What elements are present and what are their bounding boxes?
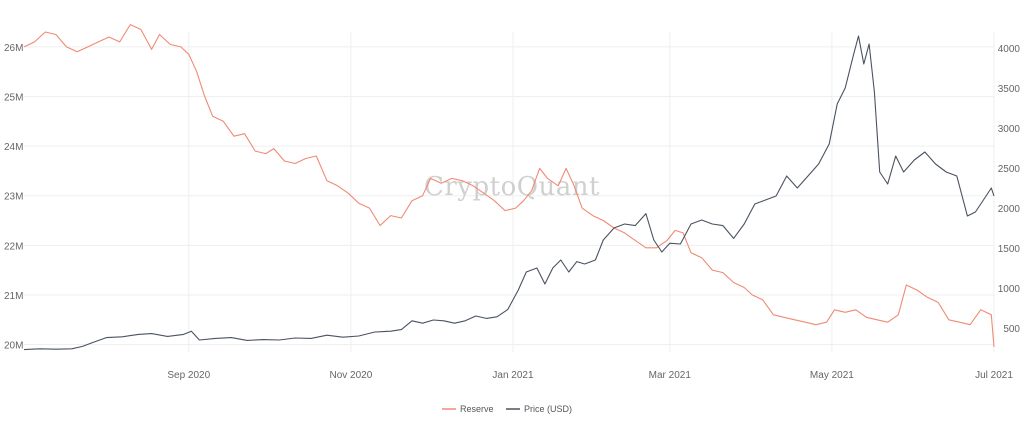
left-tick-label: 22M <box>4 241 23 252</box>
x-tick-label: Mar 2021 <box>649 370 692 381</box>
x-tick-label: Sep 2020 <box>167 370 210 381</box>
price-series-line <box>23 35 995 351</box>
right-tick-label: 1000 <box>998 284 1021 295</box>
grid-lines <box>24 32 995 352</box>
right-tick-label: 1500 <box>998 244 1021 255</box>
right-tick-label: 3000 <box>998 124 1021 135</box>
right-tick-label: 500 <box>1003 324 1020 335</box>
right-axis-ticks: 500 1000 1500 2000 2500 3000 3500 4000 <box>998 44 1021 335</box>
right-tick-label: 4000 <box>998 44 1021 55</box>
legend[interactable]: Reserve Price (USD) <box>442 404 572 414</box>
reserve-series-line <box>23 24 995 348</box>
legend-label: Price (USD) <box>524 404 572 414</box>
watermark: CryptoQuant <box>424 172 600 202</box>
series-layer <box>23 24 995 351</box>
x-axis-ticks: Sep 2020 Nov 2020 Jan 2021 Mar 2021 May 2021… <box>167 370 1013 381</box>
left-axis-ticks: 20M 21M 22M 23M 24M 25M 26M <box>4 43 23 352</box>
left-tick-label: 25M <box>4 92 23 103</box>
x-tick-label: May 2021 <box>810 370 854 381</box>
legend-item-reserve[interactable]: Reserve <box>442 404 494 414</box>
x-tick-label: Jan 2021 <box>492 370 534 381</box>
left-tick-label: 23M <box>4 192 23 203</box>
left-tick-label: 24M <box>4 142 23 153</box>
left-tick-label: 26M <box>4 43 23 54</box>
right-tick-label: 2000 <box>998 204 1021 215</box>
legend-label: Reserve <box>460 404 494 414</box>
right-tick-label: 2500 <box>998 164 1021 175</box>
right-tick-label: 3500 <box>998 84 1021 95</box>
left-tick-label: 21M <box>4 291 23 302</box>
x-tick-label: Nov 2020 <box>329 370 372 381</box>
left-tick-label: 20M <box>4 341 23 352</box>
legend-item-price[interactable]: Price (USD) <box>506 404 572 414</box>
x-tick-label: Jul 2021 <box>975 370 1013 381</box>
